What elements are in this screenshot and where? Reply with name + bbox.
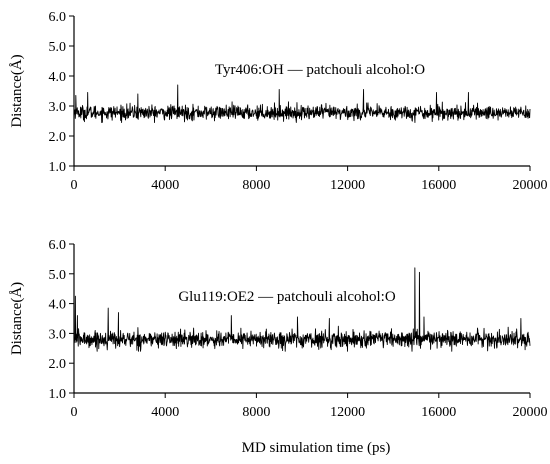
y-tick-label: 1.0 bbox=[49, 387, 67, 402]
x-tick-label: 0 bbox=[71, 405, 78, 420]
y-tick-label: 1.0 bbox=[49, 160, 67, 175]
x-tick-label: 4000 bbox=[151, 178, 179, 193]
x-tick-label: 12000 bbox=[330, 178, 365, 193]
top-y-axis-label: Distance(Å) bbox=[9, 54, 25, 127]
x-tick-label: 12000 bbox=[330, 405, 365, 420]
top-series-lines bbox=[73, 84, 531, 123]
top-ticks: 0 4000 8000 12000 16000 20000 1.0 2.0 3.0 4.0 5.0 6… bbox=[49, 10, 548, 193]
bottom-ticks: 0 4000 8000 12000 16000 20000 1.0 2.0 3.0 4.0 5.0 6… bbox=[49, 238, 548, 420]
x-tick-label: 0 bbox=[71, 178, 78, 193]
top-distance-chart: 0 4000 8000 12000 16000 20000 1.0 2.0 3.0 4.0 5.0 6… bbox=[9, 10, 548, 193]
series-line bbox=[73, 267, 531, 352]
x-axis-label: MD simulation time (ps) bbox=[242, 440, 391, 456]
bottom-series-lines bbox=[73, 267, 531, 352]
y-tick-label: 6.0 bbox=[49, 238, 67, 253]
y-tick-label: 4.0 bbox=[49, 298, 67, 313]
y-tick-label: 5.0 bbox=[49, 268, 67, 283]
bottom-series-annotation: Glu119:OE2 — patchouli alcohol:O bbox=[178, 289, 395, 305]
y-tick-label: 3.0 bbox=[49, 327, 67, 342]
x-tick-label: 16000 bbox=[421, 178, 456, 193]
y-tick-label: 4.0 bbox=[49, 70, 67, 85]
y-tick-label: 2.0 bbox=[49, 130, 67, 145]
x-tick-label: 20000 bbox=[513, 178, 548, 193]
y-tick-label: 3.0 bbox=[49, 100, 67, 115]
y-tick-label: 6.0 bbox=[49, 10, 67, 25]
y-tick-label: 2.0 bbox=[49, 357, 67, 372]
top-series-annotation: Tyr406:OH — patchouli alcohol:O bbox=[215, 62, 425, 78]
x-tick-label: 4000 bbox=[151, 405, 179, 420]
bottom-y-axis-label: Distance(Å) bbox=[9, 282, 25, 355]
series-line bbox=[73, 84, 531, 123]
bottom-distance-chart: 0 4000 8000 12000 16000 20000 1.0 2.0 3.0 4.0 5.0 6… bbox=[9, 238, 548, 420]
y-tick-label: 5.0 bbox=[49, 40, 67, 55]
x-tick-label: 20000 bbox=[513, 405, 548, 420]
x-tick-label: 16000 bbox=[421, 405, 456, 420]
x-tick-label: 8000 bbox=[242, 178, 270, 193]
x-tick-label: 8000 bbox=[242, 405, 270, 420]
